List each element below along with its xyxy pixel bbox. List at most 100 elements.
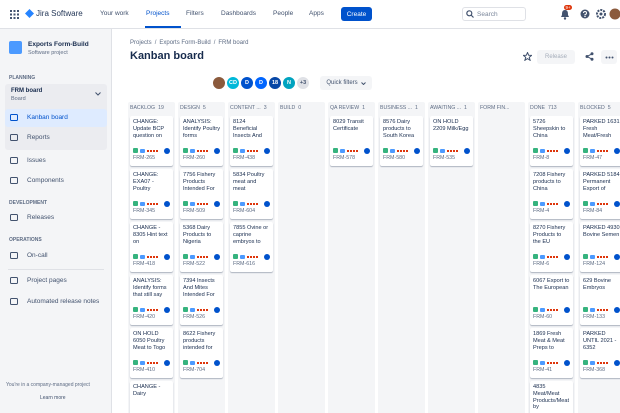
issue-type-icon — [133, 360, 138, 365]
issue-card[interactable]: 6067 Export to The European FRM-60 — [530, 275, 573, 325]
avatar[interactable]: 18 — [268, 76, 282, 90]
column: BUSINESS ... 1 8576 Dairy products to Sout… — [378, 102, 425, 413]
search-box[interactable]: Search — [462, 7, 526, 21]
sidebar-item[interactable]: Issues — [27, 157, 46, 164]
issue-type-icon — [183, 201, 188, 206]
section-heading: OPERATIONS — [9, 237, 42, 243]
issue-card[interactable]: 8029 Transit Certificate FRM-578 — [330, 116, 373, 166]
nav-item[interactable]: Dashboards — [221, 10, 257, 17]
issue-card[interactable]: 8622 Fishery products intended for FRM-70… — [180, 328, 223, 378]
avatar[interactable]: D — [254, 76, 268, 90]
avatar[interactable]: D — [240, 76, 254, 90]
nav-item[interactable]: People — [273, 10, 294, 17]
issue-card[interactable]: PARKED 5184 Permanent Export of FRM-84 — [580, 169, 620, 219]
sidebar-item[interactable]: Releases — [27, 214, 55, 221]
quick-filters[interactable]: Quick filters — [320, 76, 372, 90]
logo[interactable]: Jira Software — [36, 9, 83, 18]
issue-card[interactable]: 8124 Beneficial Insects And FRM-438 — [230, 116, 273, 166]
issue-card[interactable]: ON HOLD 6050 Poultry Meat to Togo FRM-410 — [130, 328, 173, 378]
breadcrumb[interactable]: Projects — [130, 40, 152, 46]
assignee-avatar — [214, 253, 220, 260]
column: BLOCKED 5 PARKED 1631 Fresh Meat/Fresh FRM-… — [578, 102, 620, 413]
issue-card[interactable]: CHANGE - 8305 Hint text on FRM-418 — [130, 222, 173, 272]
create-button[interactable]: Create — [341, 7, 372, 21]
issue-card[interactable]: 629 Bovine Embryos FRM-133 — [580, 275, 620, 325]
card-summary: ON HOLD 2209 Milk/Egg — [433, 119, 469, 132]
assignee-avatar — [614, 200, 620, 207]
help[interactable] — [580, 9, 590, 19]
nav-item[interactable]: Filters — [186, 10, 204, 17]
project-name[interactable]: Exports Form-Build — [28, 41, 89, 48]
app-switcher[interactable] — [10, 10, 19, 19]
card-icons — [133, 305, 170, 314]
sidebar-item[interactable]: On-call — [27, 252, 48, 259]
settings[interactable] — [596, 9, 606, 19]
card-summary: 6067 Export to The European — [533, 278, 570, 291]
epic-icon — [140, 307, 145, 312]
issue-card[interactable]: ANALYSIS: Identify forms that still say F… — [130, 275, 173, 325]
avatar[interactable]: N — [282, 76, 296, 90]
issue-card[interactable]: 8270 Fishery Products to the EU FRM-6 — [530, 222, 573, 272]
epic-icon — [140, 201, 145, 206]
issue-card[interactable]: 7756 Fishery Products Intended For FRM-50… — [180, 169, 223, 219]
issue-card[interactable]: PARKED 4930 Bovine Semen FRM-124 — [580, 222, 620, 272]
nav-item[interactable]: Your work — [100, 10, 129, 17]
breadcrumb[interactable]: Exports Form-Build — [159, 40, 211, 46]
release-button[interactable]: Release — [537, 50, 575, 64]
sidebar-item[interactable]: Kanban board — [27, 114, 68, 121]
assignee-avatar — [414, 147, 420, 154]
card-key: FRM-578 — [333, 155, 356, 161]
issue-card[interactable]: ON HOLD 2209 Milk/Egg FRM-535 — [430, 116, 473, 166]
sidebar-item[interactable]: Reports — [27, 134, 50, 141]
column: QA REVIEW 1 8029 Transit Certificate FRM-57… — [328, 102, 375, 413]
assignee-avatar — [264, 200, 270, 207]
user-photo[interactable] — [212, 76, 226, 90]
breadcrumb[interactable]: FRM board — [218, 40, 249, 46]
active-underline — [145, 26, 181, 28]
issue-card[interactable]: 7208 Fishery products to China FRM-4 — [530, 169, 573, 219]
jira-logo-icon — [25, 9, 34, 18]
epic-icon — [440, 148, 445, 153]
issue-card[interactable]: 5368 Dairy Products to Nigeria FRM-522 — [180, 222, 223, 272]
card-key: FRM-604 — [233, 208, 256, 214]
notifications[interactable] — [560, 9, 570, 20]
issue-card[interactable]: CHANGE: EXA07 - Poultry FRM-345 — [130, 169, 173, 219]
profile[interactable] — [609, 8, 620, 20]
assignee-avatar — [214, 200, 220, 207]
avatar[interactable]: CD — [226, 76, 240, 90]
chevron[interactable] — [95, 92, 101, 96]
components-icon — [10, 177, 18, 184]
issue-card[interactable]: 5726 Sheepskin to China FRM-8 — [530, 116, 573, 166]
epic-icon — [540, 201, 545, 206]
column: AWAITING ... 1 ON HOLD 2209 Milk/Egg FRM-53… — [428, 102, 475, 413]
more-button[interactable] — [601, 50, 617, 64]
priority-icon — [247, 255, 258, 258]
star[interactable] — [523, 52, 532, 61]
issue-card[interactable]: ANALYSIS: Identify Poultry forms FRM-260 — [180, 116, 223, 166]
footer-link[interactable]: Learn more — [40, 395, 66, 401]
issue-card[interactable]: 4835 Meat/Meat Products/Meat byFRM-45 — [530, 381, 573, 413]
board-name[interactable]: FRM board — [11, 88, 43, 94]
share[interactable] — [585, 52, 594, 61]
issue-type-icon — [533, 360, 538, 365]
issue-card[interactable]: 7855 Ovine or caprine embryos to FRM-616 — [230, 222, 273, 272]
assignee-avatar — [164, 200, 170, 207]
issue-card[interactable]: 5834 Poultry meat and meat FRM-604 — [230, 169, 273, 219]
sidebar-item[interactable]: Components — [27, 177, 64, 184]
epic-icon — [240, 148, 245, 153]
sidebar-item[interactable]: Project pages — [27, 277, 67, 284]
issue-card[interactable]: 1869 Fresh Meat & Meat Preps to FRM-41 — [530, 328, 573, 378]
nav-item[interactable]: Projects — [146, 10, 170, 17]
project-type: Software project — [28, 50, 68, 56]
sidebar-item[interactable]: Automated release notes — [27, 298, 100, 305]
issue-card[interactable]: PARKED 1631 Fresh Meat/Fresh FRM-47 — [580, 116, 620, 166]
issue-card[interactable]: CHANGE: Update BCP question on FRM-265 — [130, 116, 173, 166]
card-summary: CHANGE - 8305 Hint text on — [133, 225, 168, 245]
nav-item[interactable]: Apps — [309, 10, 324, 17]
avatar-more[interactable]: +3 — [296, 76, 310, 90]
issue-card[interactable]: CHANGE - DairyFRM-430 — [130, 381, 173, 413]
issue-type-icon — [583, 254, 588, 259]
issue-card[interactable]: PARKED UNTIL 2021 - 6352 FRM-368 — [580, 328, 620, 378]
issue-card[interactable]: 7394 Insects And Mites Intended For FRM-5… — [180, 275, 223, 325]
issue-card[interactable]: 8576 Dairy products to South Korea FRM-58… — [380, 116, 423, 166]
